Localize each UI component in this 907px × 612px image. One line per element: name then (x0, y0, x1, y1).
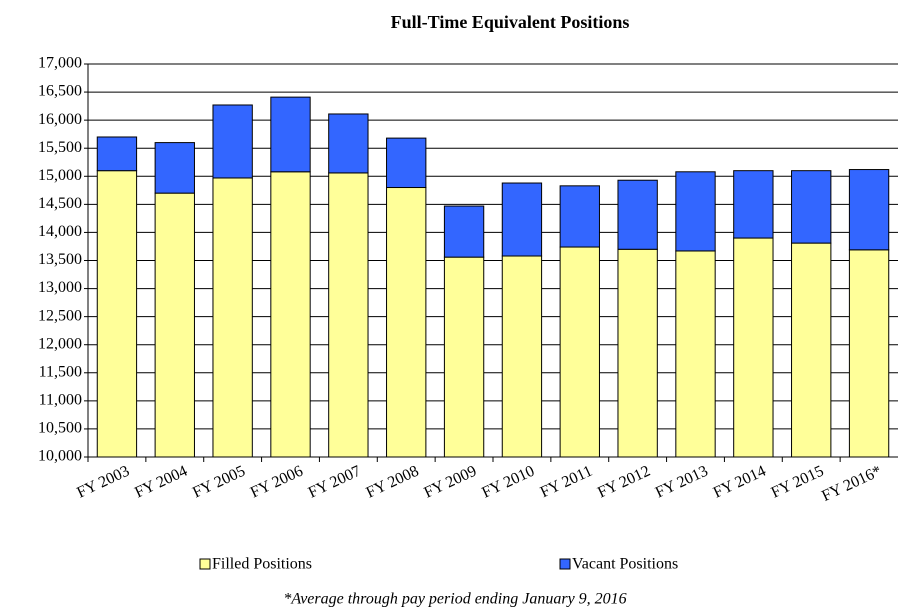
y-tick-label: 16,000 (38, 111, 82, 128)
chart-title: Full-Time Equivalent Positions (391, 12, 630, 32)
bar-segment (501, 182, 543, 257)
bar-segment (559, 185, 600, 248)
bar-segment (733, 170, 774, 239)
footnote: *Average through pay period ending Janua… (283, 591, 626, 608)
bar-segment (559, 246, 600, 458)
y-tick-label: 13,500 (38, 251, 82, 268)
y-tick-label: 17,000 (38, 55, 82, 72)
bar-segment (212, 104, 253, 179)
y-tick-label: 16,500 (38, 83, 82, 100)
x-tick-label: FY 2006 (248, 463, 306, 502)
bar-segment (443, 256, 485, 458)
bar-segment (386, 187, 427, 458)
bar-segment (675, 171, 716, 252)
y-tick-label: 12,000 (38, 335, 82, 352)
y-tick-label: 15,000 (38, 167, 82, 184)
legend-label: Filled Positions (212, 556, 312, 573)
x-tick-label: FY 2010 (479, 463, 537, 502)
legend-swatch (559, 558, 571, 570)
legend-label: Vacant Positions (572, 556, 678, 573)
bar-segment (328, 172, 369, 458)
bar-segment (212, 177, 253, 458)
bar-segment (96, 170, 138, 458)
bar-segment (791, 170, 832, 244)
bar-segment (848, 249, 890, 458)
x-tick-label: FY 2004 (132, 463, 190, 502)
x-tick-label: FY 2015 (769, 463, 827, 502)
x-tick-label: FY 2014 (711, 463, 769, 502)
bar-segment (848, 169, 890, 251)
y-tick-label: 10,000 (38, 448, 82, 465)
bar-segment (328, 113, 369, 174)
x-tick-label: FY 2007 (306, 463, 364, 502)
bar-segment (675, 250, 716, 458)
x-tick-label: FY 2011 (538, 463, 595, 502)
y-tick-label: 14,000 (38, 223, 82, 240)
bar-segment (386, 137, 427, 189)
bar-segment (154, 142, 195, 194)
y-tick-label: 12,500 (38, 307, 82, 324)
y-tick-label: 11,000 (39, 392, 82, 409)
bar-segment (270, 171, 311, 458)
y-tick-label: 14,500 (38, 195, 82, 212)
bar-segment (791, 242, 832, 458)
y-tick-label: 11,500 (39, 363, 82, 380)
bar-segment (501, 255, 543, 458)
y-tick-label: 15,500 (38, 139, 82, 156)
x-tick-label: FY 2016* (819, 463, 884, 505)
bar-segment (617, 179, 658, 250)
x-tick-label: FY 2009 (422, 463, 480, 502)
bar-segment (733, 237, 774, 458)
bar-segment (443, 205, 485, 258)
x-tick-label: FY 2005 (190, 463, 248, 502)
bar-segment (617, 248, 658, 458)
x-tick-label: FY 2008 (364, 463, 422, 502)
x-tick-label: FY 2012 (595, 463, 653, 502)
bar-segment (154, 192, 195, 458)
y-tick-label: 13,000 (38, 279, 82, 296)
x-tick-label: FY 2013 (653, 463, 711, 502)
bar-segment (96, 136, 138, 172)
x-tick-label: FY 2003 (74, 463, 132, 502)
bar-segment (270, 96, 311, 173)
y-tick-label: 10,500 (38, 420, 82, 437)
legend-swatch (199, 558, 211, 570)
